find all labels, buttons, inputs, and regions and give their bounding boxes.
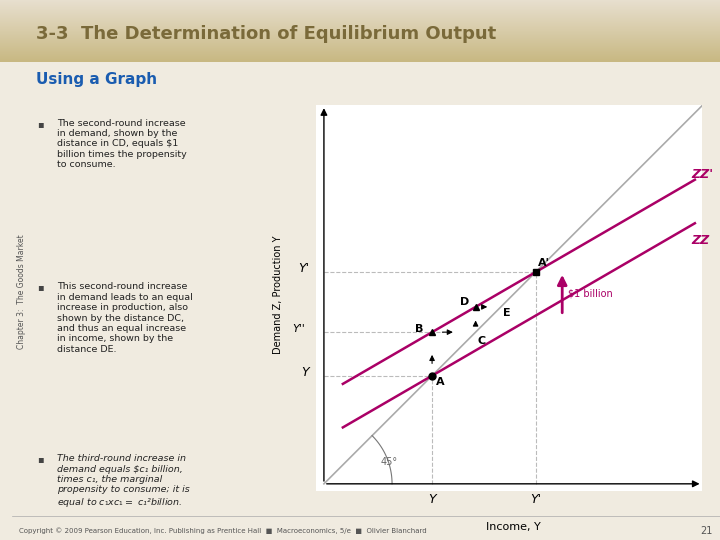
Text: Y: Y (301, 366, 309, 379)
Text: 21: 21 (701, 526, 713, 536)
Text: ▪: ▪ (37, 282, 44, 293)
Text: $1 billion: $1 billion (568, 289, 613, 299)
Text: A: A (436, 377, 444, 387)
Text: 45°: 45° (381, 457, 398, 467)
Text: This second-round increase
in demand leads to an equal
increase in production, a: This second-round increase in demand lea… (57, 282, 192, 354)
Text: Y: Y (428, 493, 436, 506)
Text: Using a Graph: Using a Graph (36, 72, 157, 87)
Text: B: B (415, 324, 423, 334)
Text: The third-round increase in
demand equals $c₁ billion,
times c₁, the marginal
pr: The third-round increase in demand equal… (57, 454, 189, 509)
Text: Y'': Y'' (292, 324, 305, 334)
Text: A': A' (538, 258, 549, 268)
Text: ▪: ▪ (37, 454, 44, 464)
Text: Y': Y' (530, 493, 541, 506)
Text: Y': Y' (298, 262, 309, 275)
Text: Chapter 3:  The Goods Market: Chapter 3: The Goods Market (17, 234, 26, 349)
Text: Demand Z, Production Y: Demand Z, Production Y (274, 235, 284, 354)
Text: ZZ: ZZ (691, 234, 709, 247)
Text: 3-3  The Determination of Equilibrium Output: 3-3 The Determination of Equilibrium Out… (36, 25, 496, 43)
Text: D: D (461, 297, 469, 307)
Text: C: C (477, 335, 485, 346)
Text: ZZ': ZZ' (691, 168, 714, 181)
Text: Copyright © 2009 Pearson Education, Inc. Publishing as Prentice Hall  ■  Macroec: Copyright © 2009 Pearson Education, Inc.… (19, 528, 426, 535)
Text: ▪: ▪ (37, 119, 44, 129)
Text: Income, Y: Income, Y (486, 522, 541, 532)
Text: E: E (503, 308, 510, 319)
Text: The second-round increase
in demand, shown by the
distance in CD, equals $1
bill: The second-round increase in demand, sho… (57, 119, 186, 169)
